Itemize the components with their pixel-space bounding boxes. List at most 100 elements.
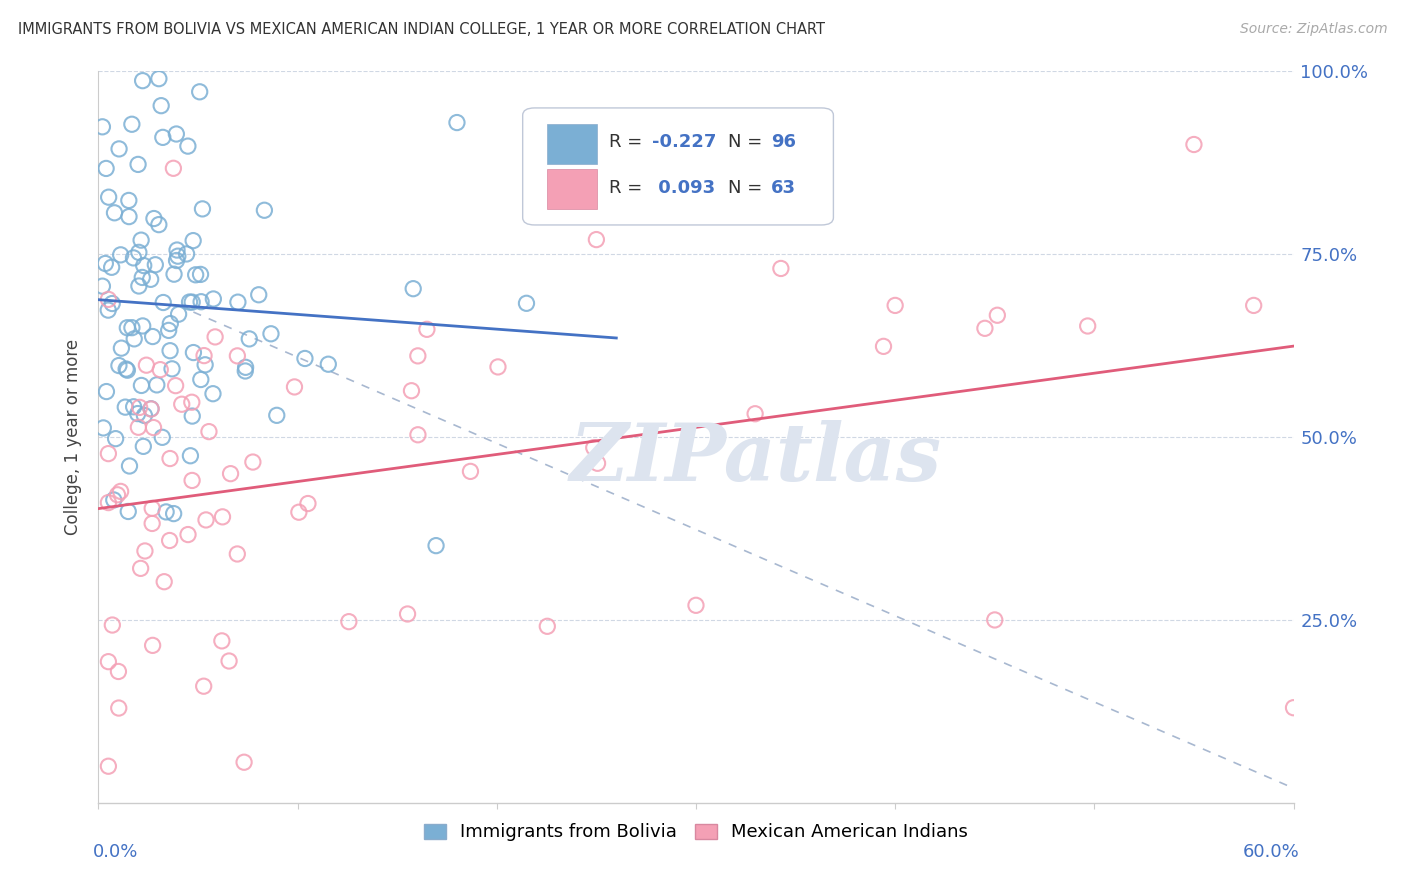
Point: [110, 341, 132, 355]
Point: [226, 349, 249, 363]
Point: [122, 400, 145, 414]
Point: [233, 756, 256, 770]
Text: ZIPatlas: ZIPatlas: [569, 420, 942, 498]
Point: [184, 268, 207, 282]
Point: [132, 259, 155, 273]
Point: [176, 247, 198, 261]
Point: [402, 282, 425, 296]
Point: [121, 320, 143, 334]
Point: [446, 115, 468, 129]
Text: 63: 63: [772, 178, 796, 196]
Point: [153, 574, 176, 589]
Point: [337, 615, 360, 629]
Point: [253, 203, 276, 218]
Point: [150, 98, 173, 112]
Point: [101, 296, 124, 310]
Point: [195, 513, 218, 527]
Text: R =: R =: [609, 178, 648, 196]
Point: [233, 364, 256, 378]
Point: [108, 142, 131, 156]
Point: [97, 447, 120, 461]
Point: [884, 298, 907, 312]
Point: [416, 322, 439, 336]
Point: [129, 561, 152, 575]
Point: [204, 330, 226, 344]
Point: [297, 497, 319, 511]
Point: [104, 432, 127, 446]
Point: [157, 323, 180, 337]
Point: [152, 130, 174, 145]
Point: [160, 361, 183, 376]
Point: [226, 547, 249, 561]
Point: [685, 599, 707, 613]
Point: [586, 456, 609, 470]
Point: [283, 380, 305, 394]
Text: 0.093: 0.093: [652, 178, 714, 196]
Point: [486, 359, 509, 374]
Point: [115, 362, 138, 376]
Point: [180, 395, 202, 409]
Point: [166, 243, 188, 257]
Point: [159, 317, 181, 331]
Text: N =: N =: [728, 134, 768, 152]
Point: [131, 270, 153, 285]
Point: [129, 233, 152, 247]
Point: [91, 120, 114, 134]
Text: -0.227: -0.227: [652, 134, 716, 152]
Point: [96, 384, 118, 399]
FancyBboxPatch shape: [523, 108, 834, 225]
Point: [155, 505, 177, 519]
Point: [159, 451, 181, 466]
FancyBboxPatch shape: [547, 124, 596, 163]
Point: [91, 421, 114, 435]
Point: [131, 378, 153, 392]
Text: N =: N =: [728, 178, 768, 196]
Point: [193, 349, 215, 363]
Point: [142, 211, 165, 226]
Point: [170, 397, 193, 411]
Point: [177, 527, 200, 541]
Point: [294, 351, 316, 366]
Point: [94, 161, 117, 176]
Point: [193, 679, 215, 693]
Point: [769, 261, 792, 276]
Point: [118, 210, 141, 224]
Point: [117, 320, 139, 334]
Point: [536, 619, 558, 633]
Point: [159, 533, 181, 548]
Point: [131, 318, 153, 333]
Point: [107, 488, 129, 502]
Point: [582, 441, 605, 455]
Point: [159, 343, 181, 358]
Point: [97, 655, 120, 669]
Point: [142, 420, 165, 434]
Point: [218, 654, 240, 668]
Point: [139, 401, 162, 416]
Point: [103, 492, 125, 507]
Point: [974, 321, 997, 335]
Point: [97, 303, 120, 318]
Point: [194, 358, 217, 372]
Point: [141, 501, 163, 516]
Point: [198, 425, 221, 439]
Point: [226, 295, 249, 310]
Point: [150, 430, 173, 444]
Point: [202, 292, 225, 306]
Point: [128, 279, 150, 293]
Point: [97, 293, 120, 307]
Point: [179, 449, 201, 463]
Point: [425, 539, 447, 553]
Point: [396, 607, 419, 621]
Point: [190, 294, 212, 309]
Point: [515, 296, 537, 310]
Point: [190, 372, 212, 386]
Point: [141, 516, 163, 531]
Point: [118, 458, 141, 473]
Point: [108, 359, 131, 373]
Point: [406, 349, 429, 363]
Text: Source: ZipAtlas.com: Source: ZipAtlas.com: [1240, 22, 1388, 37]
Point: [139, 401, 162, 416]
Point: [401, 384, 423, 398]
Point: [183, 345, 205, 359]
Point: [143, 258, 166, 272]
